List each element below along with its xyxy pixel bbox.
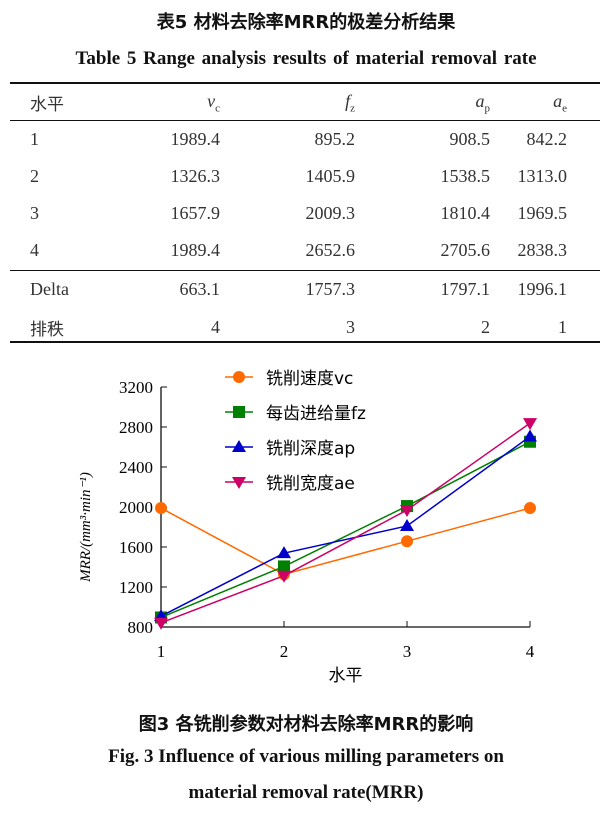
legend-label: 每齿进给量fz <box>266 404 366 424</box>
table-row: 3 1657.9 2009.3 1810.4 1969.5 <box>10 195 600 232</box>
table-cell: 排秩 <box>30 320 64 340</box>
table-cell: 1657.9 <box>170 203 221 223</box>
data-point <box>154 617 168 630</box>
table-cell: 1 <box>558 317 567 337</box>
legend-label: 铣削速度vc <box>266 369 353 389</box>
y-tick-label: 800 <box>128 618 154 637</box>
series-line <box>160 507 531 576</box>
table-cell: 1996.1 <box>517 278 568 299</box>
range-analysis-table: 水平 vc fz ap ae 1 1989.4 895.2 908.5 842.2 2 13… <box>10 84 600 346</box>
table-mid-rule <box>10 270 600 271</box>
header-ap: ap <box>475 90 491 115</box>
table-cell: 1989.4 <box>170 129 221 149</box>
x-tick-label: 4 <box>526 642 535 661</box>
table-cell: 1538.5 <box>440 166 491 186</box>
table-row: 2 1326.3 1405.9 1538.5 1313.0 <box>10 158 600 195</box>
table-cell: 2705.6 <box>440 240 491 260</box>
legend-marker <box>233 406 245 418</box>
figure-caption-en-1: Fig. 3 Influence of various milling para… <box>108 746 504 767</box>
data-point <box>523 418 537 431</box>
table-cell: 1797.1 <box>440 278 491 299</box>
table-cell: 1313.0 <box>517 166 568 186</box>
header-level: 水平 <box>30 95 64 115</box>
table-bottom-rule <box>10 341 600 343</box>
figure-caption-en-2: material removal rate(MRR) <box>188 782 424 803</box>
header-fz: fz <box>345 90 355 115</box>
table-header-rule <box>10 120 600 121</box>
table-header-row: 水平 vc fz ap ae <box>10 84 600 121</box>
table-row: 4 1989.4 2652.6 2705.6 2838.3 <box>10 232 600 269</box>
y-tick-label: 3200 <box>119 378 153 397</box>
table-cell: 895.2 <box>314 129 356 149</box>
table-cell: 908.5 <box>449 129 491 149</box>
data-point <box>277 546 291 559</box>
table-row: Delta 663.1 1757.3 1797.1 1996.1 <box>10 269 600 309</box>
series-line <box>160 422 531 624</box>
legend-marker <box>232 477 246 489</box>
table-cell: 663.1 <box>179 278 221 299</box>
x-tick-label: 1 <box>157 642 166 661</box>
legend-label: 铣削宽度ae <box>266 474 355 494</box>
series-line <box>160 441 531 619</box>
table-row: 1 1989.4 895.2 908.5 842.2 <box>10 121 600 158</box>
data-point <box>155 502 167 515</box>
data-point <box>401 535 413 548</box>
mrr-chart: 800 1200 1600 2000 2400 2800 3200 1 2 3 4 水平 MRR/(mm… <box>78 369 537 686</box>
data-point <box>277 570 291 583</box>
table-cell: 3 <box>30 203 39 223</box>
table-cell: 1326.3 <box>170 166 221 186</box>
table-cell: 1810.4 <box>440 203 491 223</box>
table-cell: 2652.6 <box>305 240 356 260</box>
y-tick-label: 1200 <box>119 578 153 597</box>
table-cell: 4 <box>30 240 39 260</box>
series-line <box>160 435 531 617</box>
y-tick-label: 1600 <box>119 538 153 557</box>
table-cell: 4 <box>211 317 220 337</box>
x-axis-label: 水平 <box>329 666 363 686</box>
y-tick-label: 2400 <box>119 458 153 477</box>
table-cell: 3 <box>346 317 355 337</box>
table-cell: 2 <box>30 166 39 186</box>
table-cell: 842.2 <box>526 129 568 149</box>
table-cell: 2 <box>481 317 490 337</box>
y-tick-label: 2000 <box>119 498 153 517</box>
legend-label: 铣削深度ap <box>266 439 355 459</box>
data-point <box>524 502 536 515</box>
table-caption-en: Table 5 Range analysis results of materi… <box>75 48 537 69</box>
table-cell: 2009.3 <box>305 203 356 223</box>
table-cell: 2838.3 <box>517 240 568 260</box>
x-tick-label: 3 <box>403 642 412 661</box>
table-cell: 1989.4 <box>170 240 221 260</box>
header-vc: vc <box>207 90 220 115</box>
table-cell: Delta <box>30 278 69 299</box>
data-point <box>278 560 290 573</box>
x-tick-label: 2 <box>280 642 289 661</box>
y-axis-label: MRR/(mm³·min⁻¹) <box>78 472 94 583</box>
y-tick-label: 2800 <box>119 418 153 437</box>
table-top-rule <box>10 82 600 84</box>
data-point <box>400 505 414 518</box>
data-point <box>523 429 537 442</box>
header-ae: ae <box>553 90 567 115</box>
data-point <box>400 518 414 531</box>
table-cell: 1 <box>30 129 39 149</box>
table-cell: 1405.9 <box>305 166 356 186</box>
figure-caption-cn: 图3 各铣削参数对材料去除率MRR的影响 <box>138 714 474 735</box>
table-cell: 1757.3 <box>305 278 356 299</box>
table-cell: 1969.5 <box>517 203 568 223</box>
legend-marker <box>233 371 245 383</box>
legend-marker <box>232 440 246 452</box>
table-row: 排秩 4 3 2 1 <box>10 309 600 346</box>
table-caption-cn: 表5 材料去除率MRR的极差分析结果 <box>156 12 456 33</box>
